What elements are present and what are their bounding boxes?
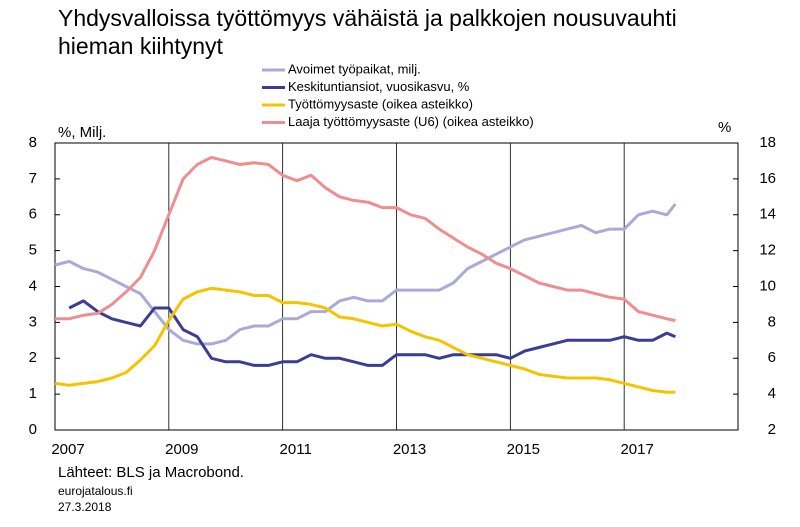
plot-frame — [54, 142, 739, 431]
series-line — [54, 286, 676, 394]
y-tick-label: 1 — [29, 385, 37, 402]
x-tick-label: 2007 — [51, 441, 84, 458]
legend-label: Keskituntiansiot, vuosikasvu, % — [288, 79, 470, 94]
legend-label: Avoimet työpaikat, milj. — [288, 61, 421, 76]
y2-tick-label: 6 — [768, 349, 776, 366]
x-tick-label: 2009 — [165, 441, 198, 458]
y2-tick-label: 16 — [759, 170, 776, 187]
date: 27.3.2018 — [58, 500, 112, 514]
series-line — [55, 155, 676, 323]
y-tick-label: 4 — [29, 277, 37, 294]
x-tick-label: 2011 — [280, 441, 312, 458]
y-tick-label: 6 — [29, 206, 37, 223]
y2-tick-label: 18 — [759, 134, 776, 151]
legend-label: Laaja työttömyysaste (U6) (oikea asteikk… — [288, 114, 534, 129]
y-axis-label: %, Milj. — [58, 124, 106, 141]
y2-axis-label: % — [718, 119, 731, 136]
legend-label: Työttömyysaste (oikea asteikko) — [288, 96, 473, 111]
x-tick-label: 2015 — [507, 441, 540, 458]
source: Lähteet: BLS ja Macrobond. — [58, 464, 244, 481]
y2-tick-label: 14 — [759, 206, 776, 223]
series-line — [68, 299, 676, 367]
chart-title-line: Yhdysvalloissa työttömyys vähäistä ja pa… — [58, 5, 677, 31]
y-tick-label: 5 — [29, 242, 37, 259]
y-tick-label: 2 — [29, 349, 37, 366]
y2-tick-label: 10 — [759, 277, 776, 294]
y-tick-label: 7 — [29, 170, 37, 187]
y-tick-label: 8 — [29, 134, 37, 151]
y-tick-label: 0 — [29, 421, 37, 438]
y-tick-label: 3 — [29, 313, 37, 330]
y2-tick-label: 8 — [768, 313, 776, 330]
x-tick-label: 2013 — [393, 441, 426, 458]
x-tick-label: 2017 — [620, 441, 653, 458]
site: eurojatalous.fi — [58, 484, 133, 498]
y2-tick-label: 12 — [759, 242, 776, 259]
series-line — [54, 203, 677, 346]
chart-title-line: hieman kiihtynyt — [58, 33, 224, 59]
y2-tick-label: 4 — [768, 385, 776, 402]
y2-tick-label: 2 — [768, 421, 776, 438]
